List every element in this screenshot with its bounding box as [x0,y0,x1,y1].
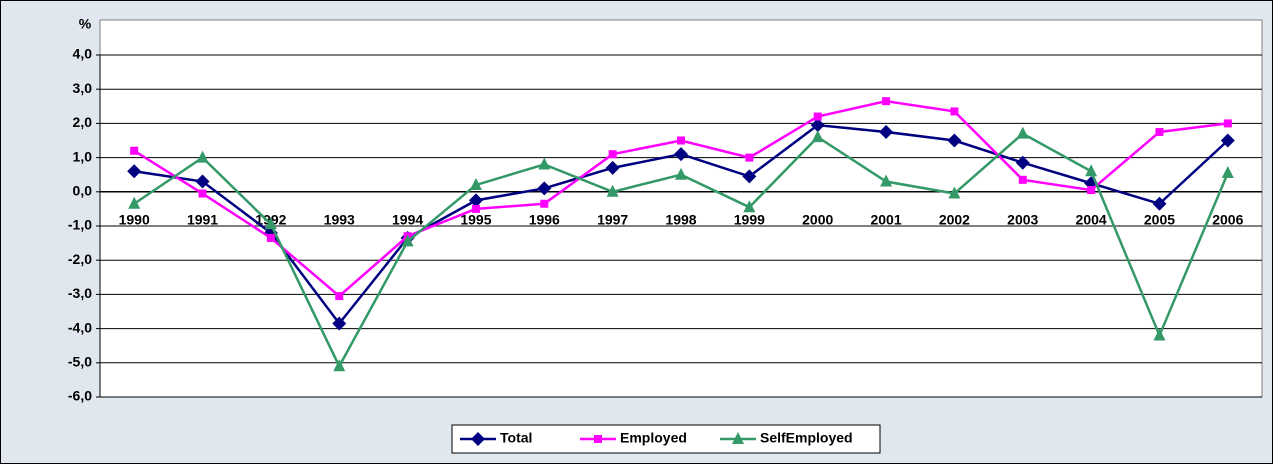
y-tick-label: 3,0 [73,80,93,96]
data-point [1155,127,1164,136]
data-point [1153,328,1166,341]
data-point [605,160,620,175]
data-point [401,234,414,247]
y-tick-label: -1,0 [68,217,92,233]
data-point [266,233,275,242]
y-tick-label: -5,0 [68,354,92,370]
legend-marker [471,432,485,446]
data-point [1087,186,1096,195]
data-point [468,193,483,208]
y-tick-label: 1,0 [73,148,93,164]
x-tick-label: 2005 [1144,212,1175,228]
legend-marker [732,432,744,444]
data-point [1018,175,1027,184]
data-point [469,177,482,190]
data-point [471,204,480,213]
data-point [1085,164,1098,177]
data-point [333,359,346,372]
data-point [948,186,961,199]
data-point [608,150,617,159]
data-point [882,97,891,106]
data-point [198,189,207,198]
data-point [742,169,757,184]
x-tick-label: 1993 [324,212,355,228]
x-tick-label: 1999 [734,212,765,228]
data-point [332,316,347,331]
data-point [1221,165,1234,178]
y-axis-label: % [79,16,92,32]
y-tick-label: -3,0 [68,285,92,301]
x-tick-label: 1998 [665,212,696,228]
data-point [264,217,277,230]
y-tick-label: 2,0 [73,114,93,130]
legend-label: Total [500,430,532,446]
x-tick-label: 2001 [870,212,901,228]
data-point [675,167,687,180]
x-tick-label: 1997 [597,212,628,228]
x-tick-label: 1994 [392,212,423,228]
data-point [677,136,685,145]
x-tick-label: 1991 [187,212,218,228]
data-point [335,292,344,301]
data-point [810,118,825,133]
data-point [811,130,824,143]
x-tick-label: 1996 [529,212,560,228]
x-tick-label: 2003 [1007,212,1038,228]
data-point [743,200,756,213]
data-point [195,174,210,189]
data-point [947,133,962,148]
data-point [745,153,754,162]
y-tick-label: 0,0 [73,183,93,199]
plot-area [99,19,1263,398]
y-tick-label: -6,0 [68,388,92,404]
x-tick-label: 1995 [460,212,491,228]
y-tick-label: -4,0 [68,319,92,335]
x-tick-label: 2006 [1212,212,1243,228]
data-point [130,146,139,155]
legend-label: Employed [620,430,687,446]
x-tick-label: 2004 [1076,212,1107,228]
data-point [674,147,688,162]
data-point [127,164,142,179]
legend-marker [594,435,602,443]
y-tick-label: 4,0 [73,46,93,62]
data-point [950,107,959,116]
data-point [813,112,822,121]
x-tick-label: 2002 [939,212,970,228]
data-point [538,157,551,170]
y-tick-label: -2,0 [68,251,92,267]
data-point [540,199,549,208]
data-point [1016,126,1029,139]
data-point [1152,196,1167,211]
x-tick-label: 2000 [802,212,833,228]
data-point [1223,119,1232,128]
data-point [606,184,619,197]
data-point [128,196,141,209]
data-point [880,174,893,187]
legend-label: SelfEmployed [760,430,853,446]
x-tick-label: 1990 [119,212,150,228]
data-point [1015,155,1030,170]
data-point [879,124,894,139]
data-point [537,181,552,196]
data-point [1220,133,1235,148]
legend [451,424,881,454]
data-point [196,150,209,163]
